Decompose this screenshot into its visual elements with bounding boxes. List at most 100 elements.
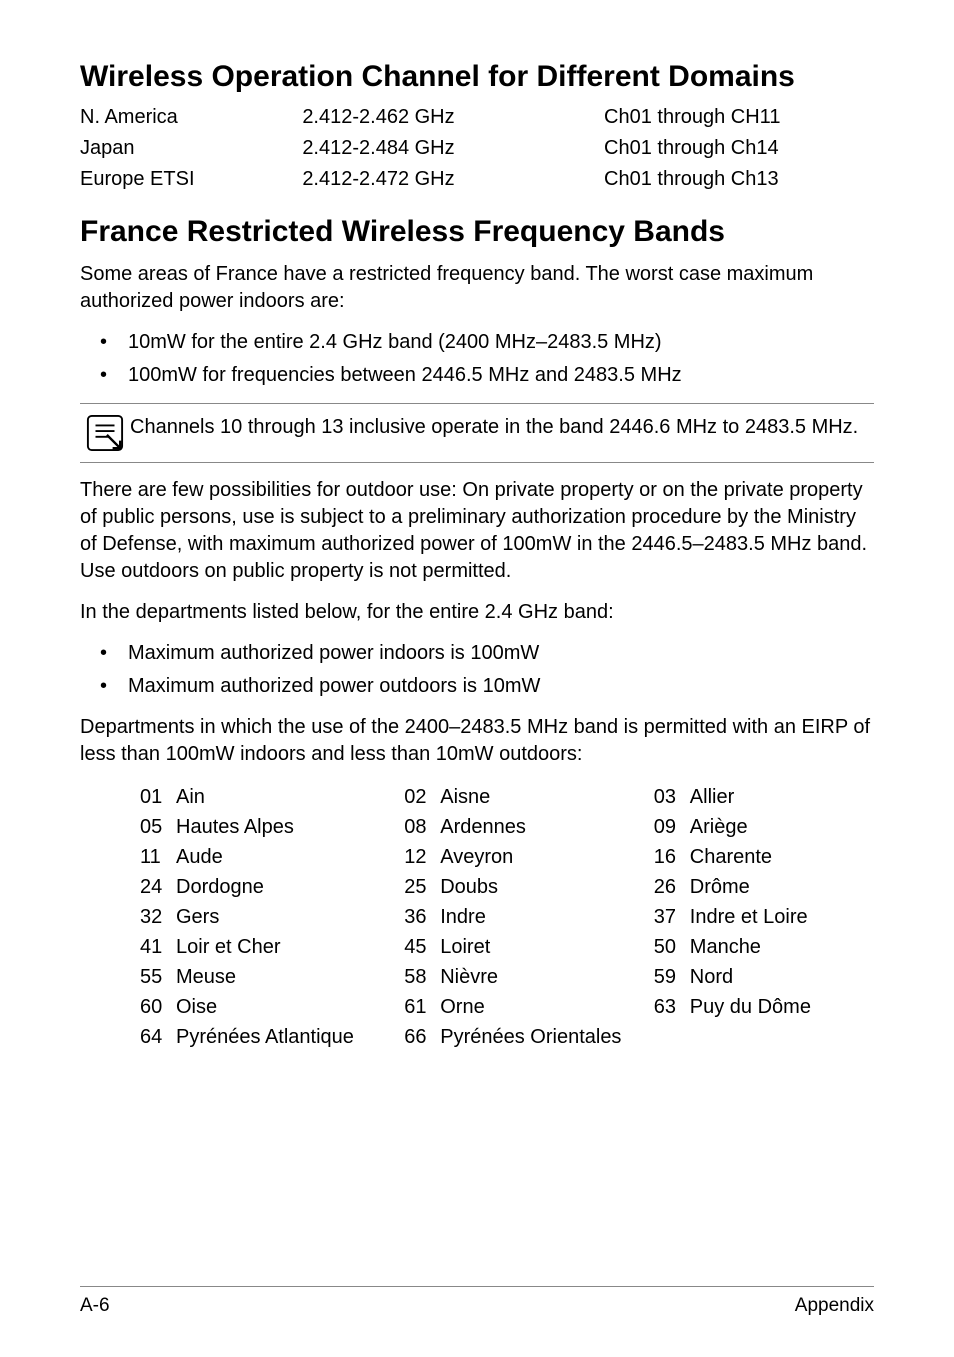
dept-name: Hautes Alpes (176, 812, 294, 842)
dept-number: 24 (140, 872, 176, 902)
dept-cell: 60Oise (140, 992, 404, 1022)
freq-cell: 2.412-2.462 GHz (302, 106, 604, 129)
dept-name: Aude (176, 842, 223, 872)
dept-cell: 59Nord (654, 962, 874, 992)
dept-cell: 11Aude (140, 842, 404, 872)
dept-number: 11 (140, 842, 176, 872)
table-row: 01Ain02Aisne03Allier (140, 782, 874, 812)
dept-number: 36 (404, 902, 440, 932)
table-row: 32Gers36Indre37Indre et Loire (140, 902, 874, 932)
freq-cell: 2.412-2.472 GHz (302, 168, 604, 191)
dept-number: 32 (140, 902, 176, 932)
dept-cell: 16Charente (654, 842, 874, 872)
dept-cell: 03Allier (654, 782, 874, 812)
dept-cell: 41Loir et Cher (140, 932, 404, 962)
list-item: Maximum authorized power indoors is 100m… (80, 640, 874, 667)
dept-name: Ardennes (440, 812, 526, 842)
dept-number: 50 (654, 932, 690, 962)
section2-heading: France Restricted Wireless Frequency Ban… (80, 215, 874, 249)
dept-number: 16 (654, 842, 690, 872)
channels-cell: Ch01 through Ch14 (604, 137, 874, 160)
dept-cell: 58Nièvre (404, 962, 654, 992)
dept-cell: 37Indre et Loire (654, 902, 874, 932)
table-row: Japan 2.412-2.484 GHz Ch01 through Ch14 (80, 137, 874, 160)
dept-number: 66 (404, 1022, 440, 1052)
dept-name: Indre et Loire (690, 902, 808, 932)
dept-number: 45 (404, 932, 440, 962)
dept-name: Aisne (440, 782, 490, 812)
dept-name: Indre (440, 902, 486, 932)
dept-name: Orne (440, 992, 484, 1022)
dept-name: Ain (176, 782, 205, 812)
table-row: 55Meuse58Nièvre59Nord (140, 962, 874, 992)
dept-name: Drôme (690, 872, 750, 902)
dept-name: Oise (176, 992, 217, 1022)
table-row: Europe ETSI 2.412-2.472 GHz Ch01 through… (80, 168, 874, 191)
table-row: 64Pyrénées Atlantique66Pyrénées Oriental… (140, 1022, 874, 1052)
dept-name: Puy du Dôme (690, 992, 811, 1022)
note-icon (80, 414, 130, 452)
paragraph: There are few possibilities for outdoor … (80, 477, 874, 585)
dept-number: 12 (404, 842, 440, 872)
dept-cell: 24Dordogne (140, 872, 404, 902)
region-cell: Europe ETSI (80, 168, 302, 191)
table-row: N. America 2.412-2.462 GHz Ch01 through … (80, 106, 874, 129)
dept-name: Nord (690, 962, 733, 992)
dept-number: 55 (140, 962, 176, 992)
intro-paragraph: Some areas of France have a restricted f… (80, 261, 874, 315)
dept-name: Charente (690, 842, 772, 872)
dept-number: 41 (140, 932, 176, 962)
dept-name: Pyrénées Atlantique (176, 1022, 354, 1052)
dept-cell: 36Indre (404, 902, 654, 932)
section1-heading: Wireless Operation Channel for Different… (80, 60, 874, 94)
table-row: 24Dordogne25Doubs26Drôme (140, 872, 874, 902)
region-cell: N. America (80, 106, 302, 129)
table-row: 11Aude12Aveyron16Charente (140, 842, 874, 872)
dept-cell: 66Pyrénées Orientales (404, 1022, 654, 1052)
departments-table: 01Ain02Aisne03Allier05Hautes Alpes08Arde… (80, 782, 874, 1052)
dept-name: Loiret (440, 932, 490, 962)
bullets-list-2: Maximum authorized power indoors is 100m… (80, 640, 874, 700)
dept-name: Nièvre (440, 962, 498, 992)
dept-name: Manche (690, 932, 761, 962)
dept-number: 63 (654, 992, 690, 1022)
dept-name: Gers (176, 902, 219, 932)
dept-name: Pyrénées Orientales (440, 1022, 621, 1052)
list-item: 100mW for frequencies between 2446.5 MHz… (80, 362, 874, 389)
dept-cell: 01Ain (140, 782, 404, 812)
channel-table: N. America 2.412-2.462 GHz Ch01 through … (80, 106, 874, 191)
dept-cell: 61Orne (404, 992, 654, 1022)
dept-cell: 09Ariège (654, 812, 874, 842)
dept-name: Allier (690, 782, 734, 812)
dept-name: Aveyron (440, 842, 513, 872)
dept-number: 05 (140, 812, 176, 842)
dept-number: 59 (654, 962, 690, 992)
dept-cell: 12Aveyron (404, 842, 654, 872)
dept-number: 08 (404, 812, 440, 842)
page-number: A-6 (80, 1295, 110, 1317)
section-label: Appendix (795, 1295, 874, 1317)
dept-cell: 02Aisne (404, 782, 654, 812)
dept-name: Loir et Cher (176, 932, 281, 962)
dept-name: Meuse (176, 962, 236, 992)
note-text: Channels 10 through 13 inclusive operate… (130, 414, 874, 441)
list-item: 10mW for the entire 2.4 GHz band (2400 M… (80, 329, 874, 356)
dept-cell: 32Gers (140, 902, 404, 932)
channels-cell: Ch01 through CH11 (604, 106, 874, 129)
dept-cell: 55Meuse (140, 962, 404, 992)
table-row: 41Loir et Cher45Loiret50Manche (140, 932, 874, 962)
dept-name: Dordogne (176, 872, 264, 902)
dept-number: 58 (404, 962, 440, 992)
dept-cell (654, 1022, 874, 1052)
dept-cell: 50Manche (654, 932, 874, 962)
dept-cell: 63Puy du Dôme (654, 992, 874, 1022)
dept-cell: 25Doubs (404, 872, 654, 902)
bullets-list-1: 10mW for the entire 2.4 GHz band (2400 M… (80, 329, 874, 389)
dept-cell: 26Drôme (654, 872, 874, 902)
dept-number: 09 (654, 812, 690, 842)
dept-cell: 64Pyrénées Atlantique (140, 1022, 404, 1052)
dept-number: 01 (140, 782, 176, 812)
dept-number: 37 (654, 902, 690, 932)
page-footer: A-6 Appendix (80, 1286, 874, 1317)
paragraph: In the departments listed below, for the… (80, 599, 874, 626)
